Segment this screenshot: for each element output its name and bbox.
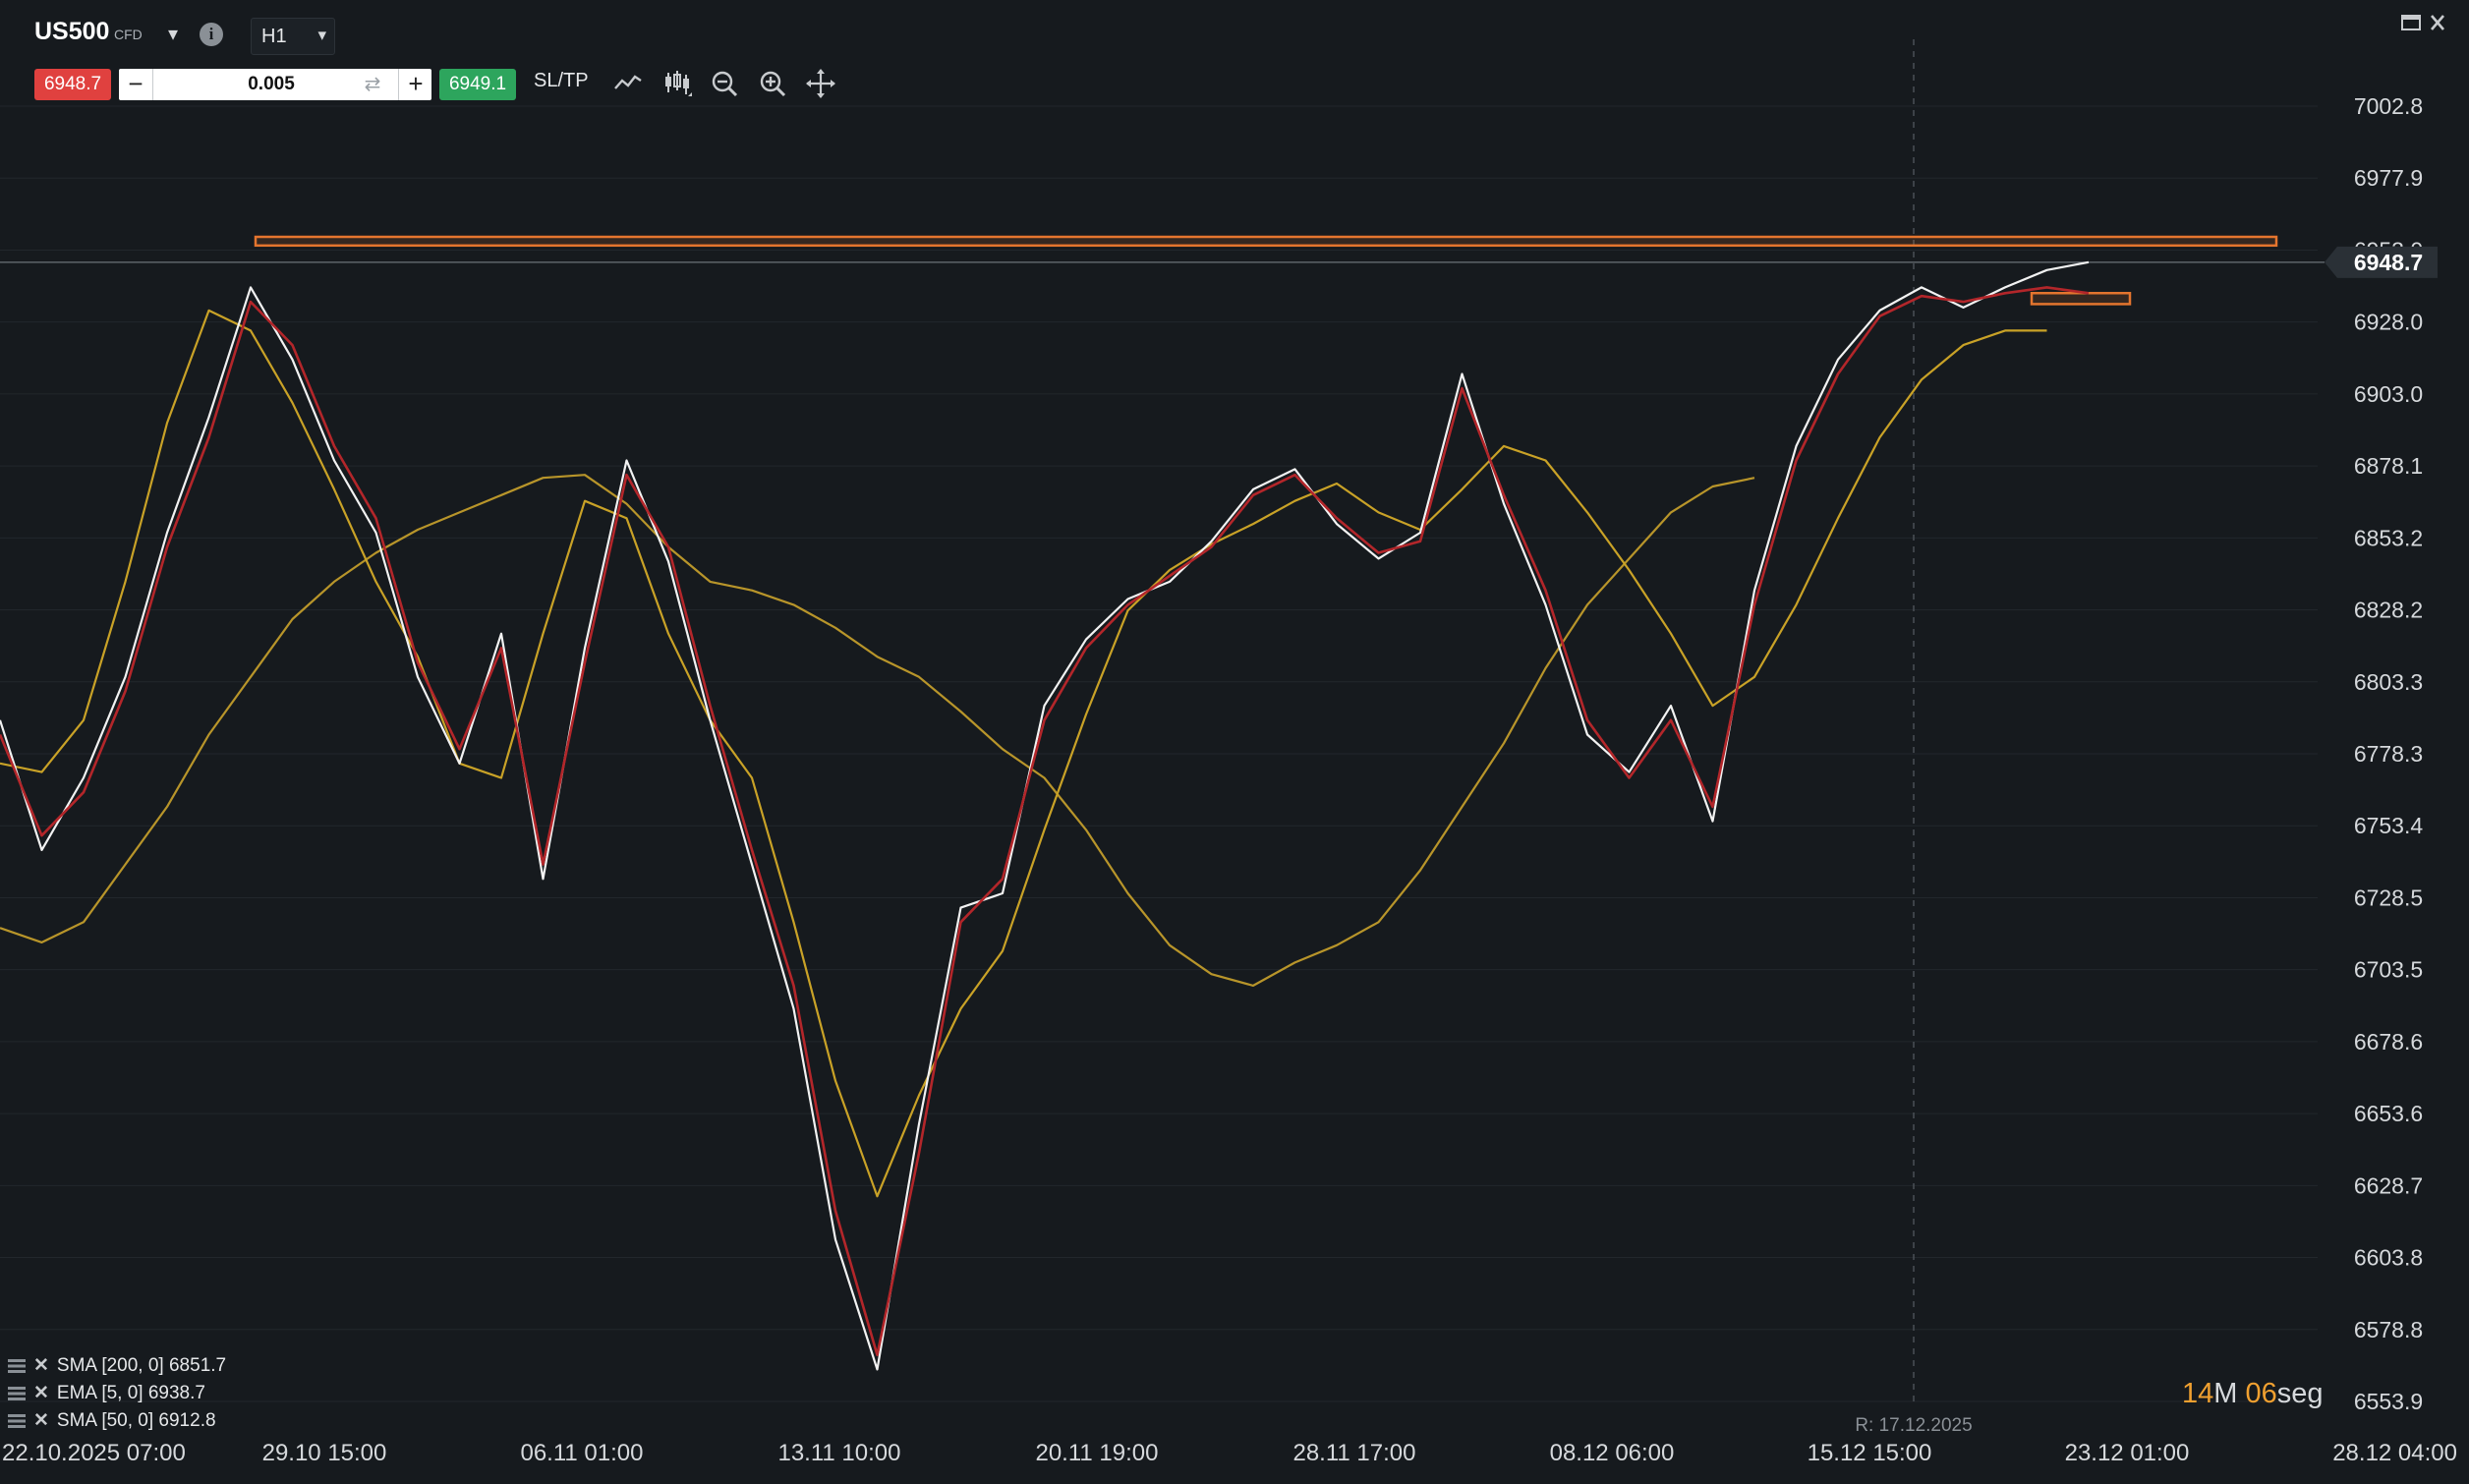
y-tick-label: 6603.8	[2354, 1245, 2423, 1271]
x-tick-label: 13.11 10:00	[777, 1440, 900, 1466]
current-price-tag: 6948.7	[2325, 246, 2438, 278]
close-icon[interactable]	[2431, 15, 2444, 30]
legend-item-ema5[interactable]: ✕ EMA [5, 0] 6938.7	[8, 1380, 226, 1407]
quantity-stepper: − ⇄ +	[119, 69, 431, 100]
remove-indicator-icon[interactable]: ✕	[33, 1410, 49, 1431]
price-zone	[254, 235, 2278, 248]
legend-item-sma200[interactable]: ✕ SMA [200, 0] 6851.7	[8, 1352, 226, 1380]
menu-icon[interactable]	[8, 1387, 26, 1400]
buy-price-button[interactable]: 6949.1	[439, 69, 516, 100]
y-tick-label: 6678.6	[2354, 1029, 2423, 1055]
y-tick-label: 6703.5	[2354, 957, 2423, 983]
x-tick-label: 28.11 17:00	[1292, 1440, 1415, 1466]
x-tick-label: 15.12 15:00	[1808, 1440, 1932, 1466]
y-tick-label: 6878.1	[2354, 453, 2423, 479]
zoom-in-icon[interactable]	[756, 67, 789, 100]
legend-label: EMA [5, 0] 6938.7	[56, 1383, 205, 1403]
window-controls	[2401, 15, 2444, 30]
timer-seconds: 06	[2245, 1378, 2277, 1409]
candle-timer: 14M 06seg	[2182, 1378, 2324, 1410]
y-tick-label: 6853.2	[2354, 525, 2423, 550]
y-tick-label: 7002.8	[2354, 93, 2423, 119]
y-tick-label: 6903.0	[2354, 381, 2423, 407]
y-tick-label: 6653.6	[2354, 1101, 2423, 1126]
remove-indicator-icon[interactable]: ✕	[33, 1355, 49, 1376]
y-tick-label: 6803.3	[2354, 669, 2423, 695]
price-zone	[2030, 292, 2132, 306]
menu-icon[interactable]	[8, 1359, 26, 1373]
increase-quantity-button[interactable]: +	[398, 69, 432, 100]
x-tick-label: 08.12 06:00	[1550, 1440, 1675, 1466]
legend-label: SMA [200, 0] 6851.7	[56, 1355, 227, 1376]
timeframe-select[interactable]: H1 ▾	[251, 18, 335, 55]
legend-item-sma50[interactable]: ✕ SMA [50, 0] 6912.8	[8, 1407, 226, 1435]
chevron-down-icon: ▾	[317, 26, 326, 44]
x-tick-label: 20.11 19:00	[1035, 1440, 1158, 1466]
symbol-type-label: CFD	[114, 27, 143, 42]
quantity-input[interactable]	[158, 69, 384, 100]
menu-icon[interactable]	[8, 1414, 26, 1428]
zoom-out-icon[interactable]	[708, 67, 741, 100]
x-tick-label: 22.10.2025 07:00	[2, 1440, 186, 1466]
swap-icon[interactable]: ⇄	[364, 74, 381, 95]
y-tick-label: 6977.9	[2354, 165, 2423, 191]
y-tick-label: 6778.3	[2354, 741, 2423, 767]
crosshair-icon[interactable]	[804, 67, 837, 100]
x-tick-label: 28.12 04:00	[2332, 1440, 2457, 1466]
series-line-sma-50-0	[0, 309, 2047, 1198]
legend-label: SMA [50, 0] 6912.8	[56, 1410, 216, 1431]
x-tick-label: 23.12 01:00	[2065, 1440, 2190, 1466]
remove-indicator-icon[interactable]: ✕	[33, 1383, 49, 1403]
series-line-price	[0, 260, 2090, 1371]
series-line-ema-5-0	[0, 286, 2090, 1356]
timer-seconds-unit: seg	[2276, 1378, 2324, 1409]
indicator-legend: ✕ SMA [200, 0] 6851.7 ✕ EMA [5, 0] 6938.…	[8, 1352, 226, 1435]
sell-price-button[interactable]: 6948.7	[34, 69, 111, 100]
chart-header: US500 CFD ▾ i H1 ▾ 6948.7 − ⇄ + 6949.1 S…	[0, 0, 983, 147]
crosshair-label: R: 17.12.2025	[1855, 1415, 1972, 1436]
price-tag-shape	[2325, 246, 2438, 278]
info-icon[interactable]: i	[200, 23, 223, 46]
timer-minutes: 14	[2182, 1378, 2214, 1409]
maximize-icon[interactable]	[2401, 15, 2421, 30]
line-chart-icon[interactable]	[611, 67, 645, 100]
x-tick-label: 06.11 01:00	[520, 1440, 643, 1466]
price-tag-label: 6948.7	[2354, 250, 2423, 275]
series-line-sma-200-0	[0, 474, 1755, 988]
symbol-label[interactable]: US500	[34, 18, 110, 45]
timeframe-label: H1	[261, 26, 287, 47]
decrease-quantity-button[interactable]: −	[119, 69, 153, 100]
symbol-dropdown-icon[interactable]: ▾	[167, 24, 179, 45]
y-tick-label: 6828.2	[2354, 598, 2423, 623]
y-tick-label: 6578.8	[2354, 1317, 2423, 1342]
y-tick-label: 6728.5	[2354, 885, 2423, 910]
timer-minutes-unit: M	[2213, 1378, 2238, 1409]
x-tick-label: 29.10 15:00	[262, 1440, 387, 1466]
y-tick-label: 6753.4	[2354, 813, 2424, 838]
sltp-button[interactable]: SL/TP	[534, 70, 589, 91]
y-tick-label: 6928.0	[2354, 310, 2423, 335]
y-tick-label: 6628.7	[2354, 1172, 2423, 1198]
candles-icon[interactable]	[660, 67, 694, 100]
y-tick-label: 6553.9	[2354, 1389, 2423, 1414]
